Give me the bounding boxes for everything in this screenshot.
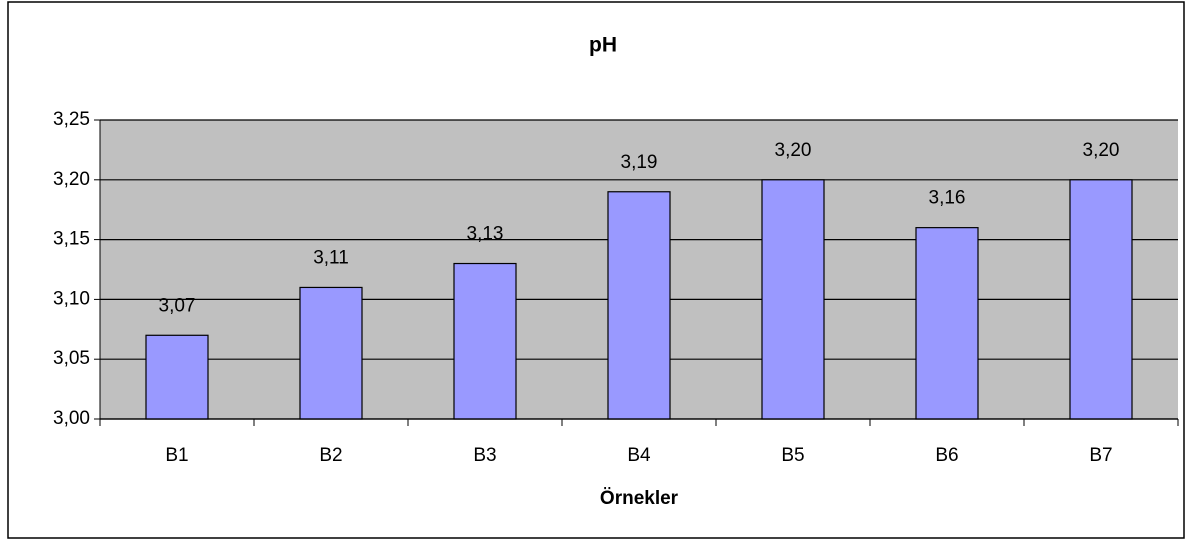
chart-title: pH (589, 34, 617, 57)
x-tick-label: B3 (473, 445, 496, 466)
data-label: 3,19 (621, 152, 658, 173)
y-tick-label: 3,15 (53, 229, 90, 250)
y-tick-label: 3,10 (53, 288, 90, 309)
bar (761, 179, 825, 420)
data-label: 3,20 (775, 140, 812, 161)
bar (1069, 179, 1133, 420)
data-label: 3,13 (467, 224, 504, 245)
x-tick-label: B6 (935, 445, 958, 466)
x-axis-label: Örnekler (600, 488, 679, 509)
data-label: 3,11 (313, 247, 349, 268)
x-tick-label: B4 (627, 445, 651, 466)
y-tick-label: 3,05 (53, 348, 90, 369)
y-tick-label: 3,25 (53, 109, 90, 130)
x-tick-label: B7 (1089, 445, 1112, 466)
x-tick-label: B2 (319, 445, 342, 466)
bar (299, 286, 363, 420)
y-tick-label: 3,00 (53, 408, 90, 429)
x-tick-label: B5 (781, 445, 804, 466)
data-label: 3,16 (929, 188, 966, 209)
bar (145, 334, 209, 420)
bar (453, 262, 517, 420)
bar (607, 191, 671, 420)
data-label: 3,20 (1083, 140, 1120, 161)
data-label: 3,07 (159, 295, 196, 316)
y-tick-label: 3,20 (53, 169, 90, 190)
x-tick-label: B1 (165, 445, 188, 466)
bar (915, 227, 979, 420)
